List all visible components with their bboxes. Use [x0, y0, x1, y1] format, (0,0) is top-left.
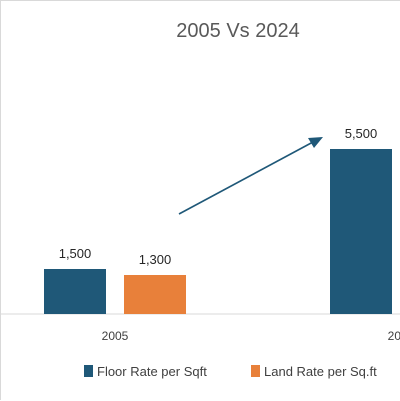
trend-arrow [178, 137, 323, 215]
data-labels-group: 1,500 1,300 5,500 [59, 126, 378, 267]
chart-title: 2005 Vs 2024 [176, 20, 299, 42]
x-tick-labels: 2005 2024 [102, 329, 400, 343]
x-tick-label-2024: 2024 [388, 329, 400, 343]
legend-swatch-floor-rate [84, 365, 93, 377]
x-tick-label-2005: 2005 [102, 329, 129, 343]
data-label-2005-land-rate: 1,300 [139, 252, 172, 267]
legend-swatch-land-rate [251, 365, 260, 377]
legend: Floor Rate per Sqft Land Rate per Sq.ft [84, 364, 377, 379]
bar-2024-floor-rate [330, 149, 392, 314]
legend-label-floor-rate: Floor Rate per Sqft [97, 364, 207, 379]
bar-2005-floor-rate [44, 269, 106, 314]
bar-2005-land-rate [124, 275, 186, 314]
data-label-2024-floor-rate: 5,500 [345, 126, 378, 141]
data-label-2005-floor-rate: 1,500 [59, 246, 92, 261]
bars-group [44, 149, 392, 314]
legend-label-land-rate: Land Rate per Sq.ft [264, 364, 377, 379]
